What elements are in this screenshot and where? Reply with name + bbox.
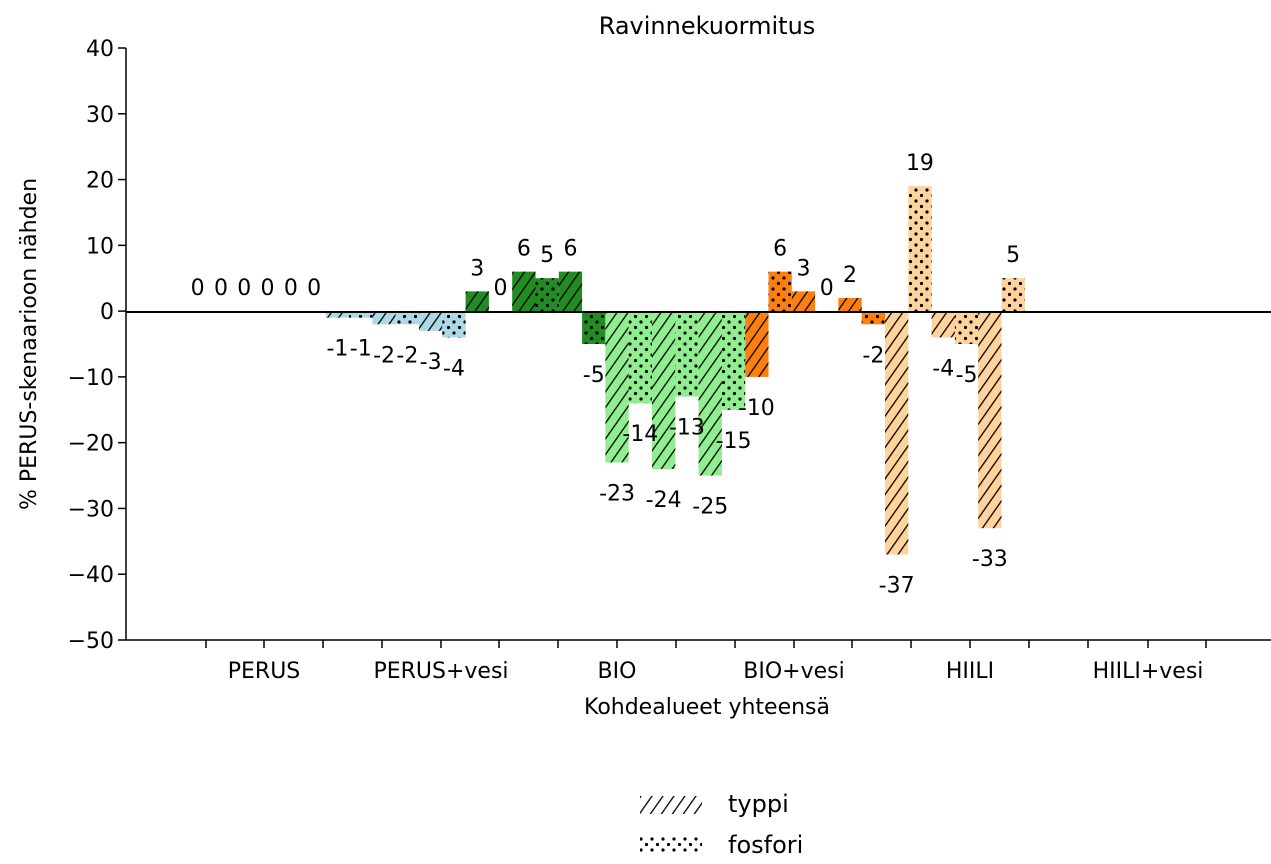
bar-value-label: 0	[307, 276, 321, 301]
legend-label-typpi: typpi	[728, 790, 789, 818]
legend-swatch-typpi	[640, 796, 702, 814]
bar-value-label: 6	[773, 237, 787, 262]
bar-pattern	[582, 311, 606, 344]
x-tick-label: PERUS+vesi	[373, 659, 508, 684]
bar-pattern	[838, 297, 862, 312]
bar-value-label: -4	[443, 356, 465, 381]
bar-value-label: 6	[517, 237, 531, 262]
bar-pattern	[698, 311, 722, 476]
y-tick-label: −30	[68, 497, 114, 522]
x-tick-label: BIO	[598, 659, 637, 684]
bar-pattern	[349, 311, 373, 318]
bar-pattern	[558, 271, 583, 312]
bar-value-label: -1	[350, 337, 372, 362]
bar-value-label: 0	[214, 276, 228, 301]
y-tick-label: −20	[68, 432, 114, 457]
bar-pattern	[908, 186, 932, 312]
bar-pattern	[768, 271, 792, 312]
bar-value-label: 2	[843, 263, 857, 288]
bar-pattern	[465, 291, 489, 312]
x-tick-label: PERUS	[228, 659, 301, 684]
bar-value-label: -2	[373, 343, 395, 368]
bar-value-label: -4	[932, 356, 954, 381]
y-tick-label: 10	[86, 234, 114, 259]
x-tick-label: HIILI	[946, 659, 994, 684]
bar-value-label: -5	[956, 363, 978, 388]
bar-pattern	[745, 311, 769, 377]
bar-value-label: -23	[599, 481, 635, 506]
bar-pattern	[395, 311, 419, 325]
x-axis: PERUS PERUS+vesi BIO BIO+vesi HIILI HIILI+ves…	[205, 640, 1207, 684]
bar-pattern	[652, 311, 676, 469]
bar-pattern	[442, 311, 466, 338]
chart-title: Ravinnekuormitus	[599, 12, 816, 40]
bar-value-label: -25	[692, 495, 728, 520]
bar-value-label: -1	[326, 337, 348, 362]
bar-pattern	[605, 311, 629, 463]
bar-value-label: 0	[284, 276, 298, 301]
legend-label-fosfori: fosfori	[728, 831, 803, 859]
bar-pattern	[628, 311, 652, 404]
bar-value-label: -24	[646, 488, 682, 513]
y-tick-label: −10	[68, 366, 114, 391]
x-axis-label: Kohdealueet yhteensä	[584, 695, 830, 720]
bar-value-label: -2	[396, 343, 418, 368]
y-axis: 40 30 20 10 0 −10 −20 −30 −40 −50	[68, 37, 126, 654]
y-tick-label: −40	[68, 563, 114, 588]
bar-pattern	[372, 311, 396, 325]
y-axis-label: % PERUS-skenaarioon nähden	[17, 178, 42, 510]
bar-value-label: -33	[972, 547, 1008, 572]
bar-value-label: -2	[862, 343, 884, 368]
legend: typpi fosfori	[640, 790, 803, 859]
bar-value-label: 19	[906, 151, 934, 176]
bar-value-label: -13	[669, 416, 705, 441]
bar-pattern	[931, 311, 955, 338]
bar-value-label: -14	[622, 422, 658, 447]
bar-value-label: 0	[237, 276, 251, 301]
bar-pattern	[1001, 278, 1025, 312]
bar-value-label: 0	[261, 276, 275, 301]
bar-value-label: 0	[820, 276, 834, 301]
bar-pattern	[512, 271, 536, 312]
bar-pattern	[885, 311, 909, 555]
bar-value-label: -5	[583, 363, 605, 388]
bar-pattern	[419, 311, 443, 331]
bar-pattern	[791, 291, 816, 312]
bar-value-label: 0	[494, 276, 508, 301]
bar-pattern	[978, 311, 1002, 529]
bar-pattern	[954, 311, 979, 344]
legend-swatch-fosfori	[640, 836, 702, 854]
y-tick-label: −50	[68, 629, 114, 654]
y-tick-label: 40	[86, 37, 114, 62]
bar-value-label: -37	[879, 573, 915, 598]
bar-value-label: 5	[1006, 243, 1020, 268]
x-tick-label: HIILI+vesi	[1093, 659, 1204, 684]
bar-pattern	[535, 278, 559, 312]
bars	[325, 186, 1025, 555]
bar-value-label: 5	[540, 243, 554, 268]
bar-value-label: -3	[420, 350, 442, 375]
x-tick-label: BIO+vesi	[743, 659, 844, 684]
bar-value-label: -10	[739, 396, 775, 421]
y-tick-label: 30	[86, 103, 114, 128]
bar-pattern	[721, 311, 746, 410]
y-tick-label: 0	[100, 300, 114, 325]
bar-value-label: 3	[796, 256, 810, 281]
bar-pattern	[325, 311, 350, 318]
y-tick-label: 20	[86, 169, 114, 194]
bar-value-label: 3	[470, 256, 484, 281]
bar-pattern	[675, 311, 699, 397]
bar-pattern	[861, 311, 885, 325]
bar-value-label: -15	[716, 429, 752, 454]
bar-value-label: 6	[563, 237, 577, 262]
bar-value-label: 0	[191, 276, 205, 301]
